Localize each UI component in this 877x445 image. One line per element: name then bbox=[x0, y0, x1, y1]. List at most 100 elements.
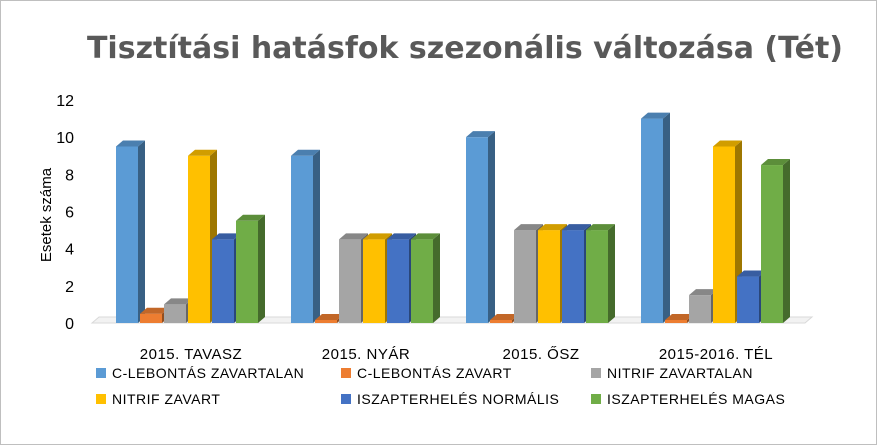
bar bbox=[761, 159, 790, 323]
legend-swatch bbox=[341, 394, 351, 404]
legend-label: ISZAPTERHELÉS NORMÁLIS bbox=[357, 391, 559, 407]
bar bbox=[641, 112, 670, 323]
category-label: 2015. TAVASZ bbox=[140, 346, 242, 363]
bar-side bbox=[313, 149, 320, 323]
bar-top bbox=[514, 224, 543, 231]
bar-top bbox=[562, 224, 591, 231]
bar-front bbox=[188, 155, 210, 323]
bar-top bbox=[363, 233, 392, 240]
bar-side bbox=[138, 140, 145, 323]
bar-top bbox=[538, 224, 567, 231]
category-label: 2015. NYÁR bbox=[322, 346, 410, 363]
category-label: 2015. ŐSZ bbox=[502, 346, 579, 363]
bar-top bbox=[466, 131, 495, 138]
y-tick-label: 12 bbox=[56, 93, 74, 110]
legend-swatch bbox=[591, 394, 601, 404]
bar-top bbox=[387, 233, 416, 240]
bar-side bbox=[663, 112, 670, 323]
bar-front bbox=[641, 118, 663, 323]
bar-top bbox=[737, 270, 766, 277]
legend-item: ISZAPTERHELÉS NORMÁLIS bbox=[341, 391, 559, 407]
bar bbox=[466, 131, 495, 323]
bar-side bbox=[258, 214, 265, 323]
legend-label: C-LEBONTÁS ZAVARTALAN bbox=[112, 365, 304, 381]
bar-top bbox=[713, 140, 742, 147]
bar-front bbox=[538, 230, 560, 323]
bar-front bbox=[212, 239, 234, 323]
category-labels: 2015. TAVASZ 2015. NYÁR 2015. ŐSZ 2015-2016… bbox=[140, 346, 773, 363]
bar-top bbox=[490, 314, 519, 320]
bar-front bbox=[665, 320, 687, 323]
bar-top bbox=[689, 289, 718, 296]
bar-front bbox=[315, 320, 337, 323]
bar-top bbox=[411, 233, 440, 240]
y-axis-ticks: 0 2 4 6 8 10 12 bbox=[56, 93, 74, 333]
bar-front bbox=[466, 137, 488, 323]
bar-front bbox=[140, 313, 162, 323]
legend-swatch bbox=[96, 394, 106, 404]
y-tick-label: 4 bbox=[65, 242, 74, 259]
bars bbox=[116, 112, 790, 323]
bar-front bbox=[586, 230, 608, 323]
bar-front bbox=[164, 304, 186, 323]
legend-swatch bbox=[96, 368, 106, 378]
bar-top bbox=[291, 149, 320, 156]
y-axis-label: Esetek száma bbox=[38, 167, 55, 262]
bar-front bbox=[339, 239, 361, 323]
legend-item: NITRIF ZAVARTALAN bbox=[591, 365, 753, 381]
category-label: 2015-2016. TÉL bbox=[659, 346, 773, 363]
legend-item: C-LEBONTÁS ZAVARTALAN bbox=[96, 365, 304, 381]
bar-front bbox=[387, 239, 409, 323]
bar bbox=[291, 149, 320, 323]
bar-front bbox=[236, 220, 258, 323]
bar-top bbox=[339, 233, 368, 240]
legend-label: NITRIF ZAVART bbox=[112, 391, 220, 407]
bar-top bbox=[315, 314, 344, 320]
bar bbox=[411, 233, 440, 323]
bar bbox=[116, 140, 145, 323]
legend-label: NITRIF ZAVARTALAN bbox=[607, 365, 753, 381]
legend: C-LEBONTÁS ZAVARTALAN C-LEBONTÁS ZAVART NI… bbox=[96, 365, 785, 407]
y-tick-label: 8 bbox=[65, 167, 74, 184]
bar-front bbox=[689, 295, 711, 323]
bar-top bbox=[586, 224, 615, 231]
bar-top bbox=[212, 233, 241, 240]
bar-side bbox=[433, 233, 440, 323]
bar-top bbox=[641, 112, 670, 119]
bar-side bbox=[783, 159, 790, 323]
bar-top bbox=[761, 159, 790, 166]
y-tick-label: 10 bbox=[56, 130, 74, 147]
legend-item: ISZAPTERHELÉS MAGAS bbox=[591, 391, 785, 407]
bar-top bbox=[164, 298, 193, 305]
bar-front bbox=[411, 239, 433, 323]
bar-top bbox=[236, 214, 265, 221]
legend-item: C-LEBONTÁS ZAVART bbox=[341, 365, 512, 381]
legend-swatch bbox=[591, 368, 601, 378]
y-tick-label: 2 bbox=[65, 279, 74, 296]
bar bbox=[586, 224, 615, 323]
bar-top bbox=[140, 307, 169, 314]
bar-front bbox=[291, 155, 313, 323]
legend-label: C-LEBONTÁS ZAVART bbox=[357, 365, 512, 381]
bar-front bbox=[116, 146, 138, 323]
y-tick-label: 6 bbox=[65, 205, 74, 222]
chart-title: Tisztítási hatásfok szezonális változása… bbox=[87, 31, 843, 66]
legend-item: NITRIF ZAVART bbox=[96, 391, 220, 407]
bar-front bbox=[514, 230, 536, 323]
bar-side bbox=[608, 224, 615, 323]
bar-top bbox=[188, 149, 217, 156]
bar-front bbox=[761, 165, 783, 323]
bar-front bbox=[490, 320, 512, 323]
legend-swatch bbox=[341, 368, 351, 378]
bar-front bbox=[562, 230, 584, 323]
y-tick-label: 0 bbox=[65, 316, 74, 333]
bar-front bbox=[713, 146, 735, 323]
bar bbox=[236, 214, 265, 323]
bar-front bbox=[363, 239, 385, 323]
bar-side bbox=[488, 131, 495, 323]
bar-top bbox=[665, 314, 694, 320]
legend-label: ISZAPTERHELÉS MAGAS bbox=[607, 391, 785, 407]
bar-front bbox=[737, 276, 759, 323]
bar-top bbox=[116, 140, 145, 147]
